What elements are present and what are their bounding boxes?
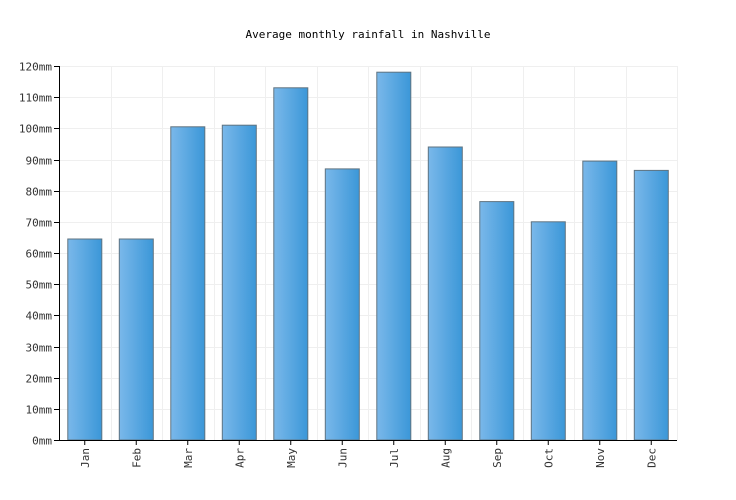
bar-dec [633,169,669,441]
axes [59,66,677,441]
y-tick-label: 100mm [19,123,52,136]
y-tick-label: 120mm [19,61,52,74]
y-axis-ticks: 0mm 10mm 20mm 30mm 40mm 50mm 60mm 70mm 80mm 90mm 1… [19,61,59,448]
bar-mar [170,126,206,441]
x-axis-ticks: Jan Feb Mar Apr May Jun Jul Aug Sep Oct Nov Dec [79,440,658,468]
x-tick-label: Jul [388,448,401,468]
y-tick-label: 0mm [32,435,52,448]
y-tick-label: 40mm [26,310,53,323]
bar-may [273,87,309,441]
x-tick-label: Apr [233,448,246,468]
grid-lines [59,66,678,440]
chart-title: Average monthly rainfall in Nashville [245,28,490,41]
y-tick-label: 30mm [26,342,53,355]
bar-nov [582,160,618,441]
x-tick-label: Mar [182,448,195,468]
x-tick-label: Jun [336,448,349,468]
bar-sep [479,201,515,441]
x-tick-label: Nov [594,448,607,468]
bar-jan [67,238,103,441]
bar-aug [427,146,463,441]
y-tick-label: 70mm [26,217,53,230]
x-tick-label: Dec [645,448,658,468]
bars [67,71,669,441]
y-tick-label: 80mm [26,186,53,199]
x-tick-label: Aug [439,448,452,468]
y-tick-label: 50mm [26,279,53,292]
y-tick-label: 10mm [26,404,53,417]
bar-jun [324,168,360,441]
x-tick-label: Oct [542,448,555,468]
x-tick-label: May [285,448,298,468]
x-tick-label: Sep [491,448,504,468]
bar-feb [118,238,154,441]
bar-jul [376,71,412,441]
x-tick-label: Jan [79,448,92,468]
bar-oct [530,221,566,441]
y-tick-label: 20mm [26,373,53,386]
x-tick-label: Feb [130,448,143,468]
bar-apr [221,124,257,441]
y-tick-label: 90mm [26,155,53,168]
y-tick-label: 110mm [19,92,52,105]
y-tick-label: 60mm [26,248,53,261]
